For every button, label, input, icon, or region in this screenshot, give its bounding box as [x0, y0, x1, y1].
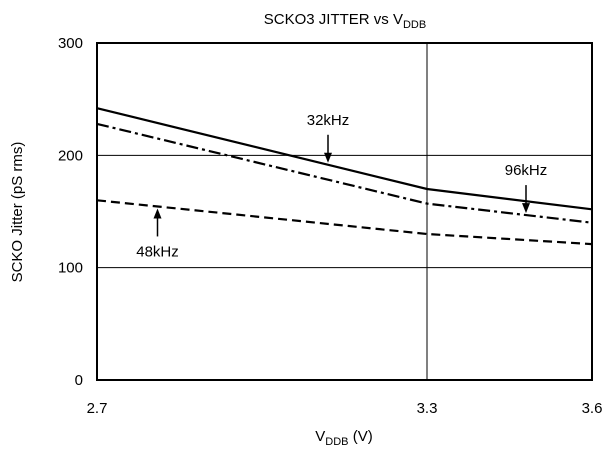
series-line-48khz — [96, 199, 593, 246]
x-tick-labels: 2.7 3.3 3.6 — [87, 400, 603, 417]
chart-title-subscript: DDB — [403, 19, 426, 31]
annotation-32khz: 32kHz — [307, 112, 350, 163]
annotation-arrowhead — [153, 208, 162, 219]
annotation-96khz: 96kHz — [505, 162, 548, 214]
grid-lines — [97, 43, 592, 380]
y-tick-label: 200 — [58, 147, 83, 164]
annotation-label: 96kHz — [505, 162, 548, 179]
x-axis-label-main: V — [315, 428, 325, 445]
x-axis-label-subscript: DDB — [325, 436, 348, 448]
series-line-32khz — [96, 107, 593, 211]
annotation-arrowhead — [522, 203, 530, 214]
plot-frame — [96, 42, 593, 381]
annotation-48khz: 48kHz — [136, 208, 179, 260]
series-line-96khz — [96, 122, 593, 224]
x-axis-label: VDDB (V) — [315, 428, 372, 448]
y-tick-label: 300 — [58, 35, 83, 52]
series-lines — [96, 107, 593, 246]
y-tick-label: 100 — [58, 260, 83, 277]
x-tick-label: 2.7 — [87, 400, 108, 417]
annotation-arrowhead — [324, 152, 332, 163]
annotation-label: 48kHz — [136, 243, 179, 260]
series-annotations: 32kHz 96kHz 48kHz — [136, 112, 547, 261]
chart-title-main: SCKO3 JITTER vs V — [264, 11, 403, 28]
chart-title: SCKO3 JITTER vs VDDB — [264, 11, 426, 31]
y-tick-label: 0 — [75, 372, 83, 389]
y-axis-label: SCKO Jitter (pS rms) — [9, 142, 26, 283]
x-tick-label: 3.3 — [417, 400, 438, 417]
x-axis-label-unit: (V) — [349, 428, 373, 445]
x-tick-label: 3.6 — [582, 400, 603, 417]
annotation-label: 32kHz — [307, 112, 350, 129]
y-tick-labels: 0 100 200 300 — [58, 35, 83, 389]
